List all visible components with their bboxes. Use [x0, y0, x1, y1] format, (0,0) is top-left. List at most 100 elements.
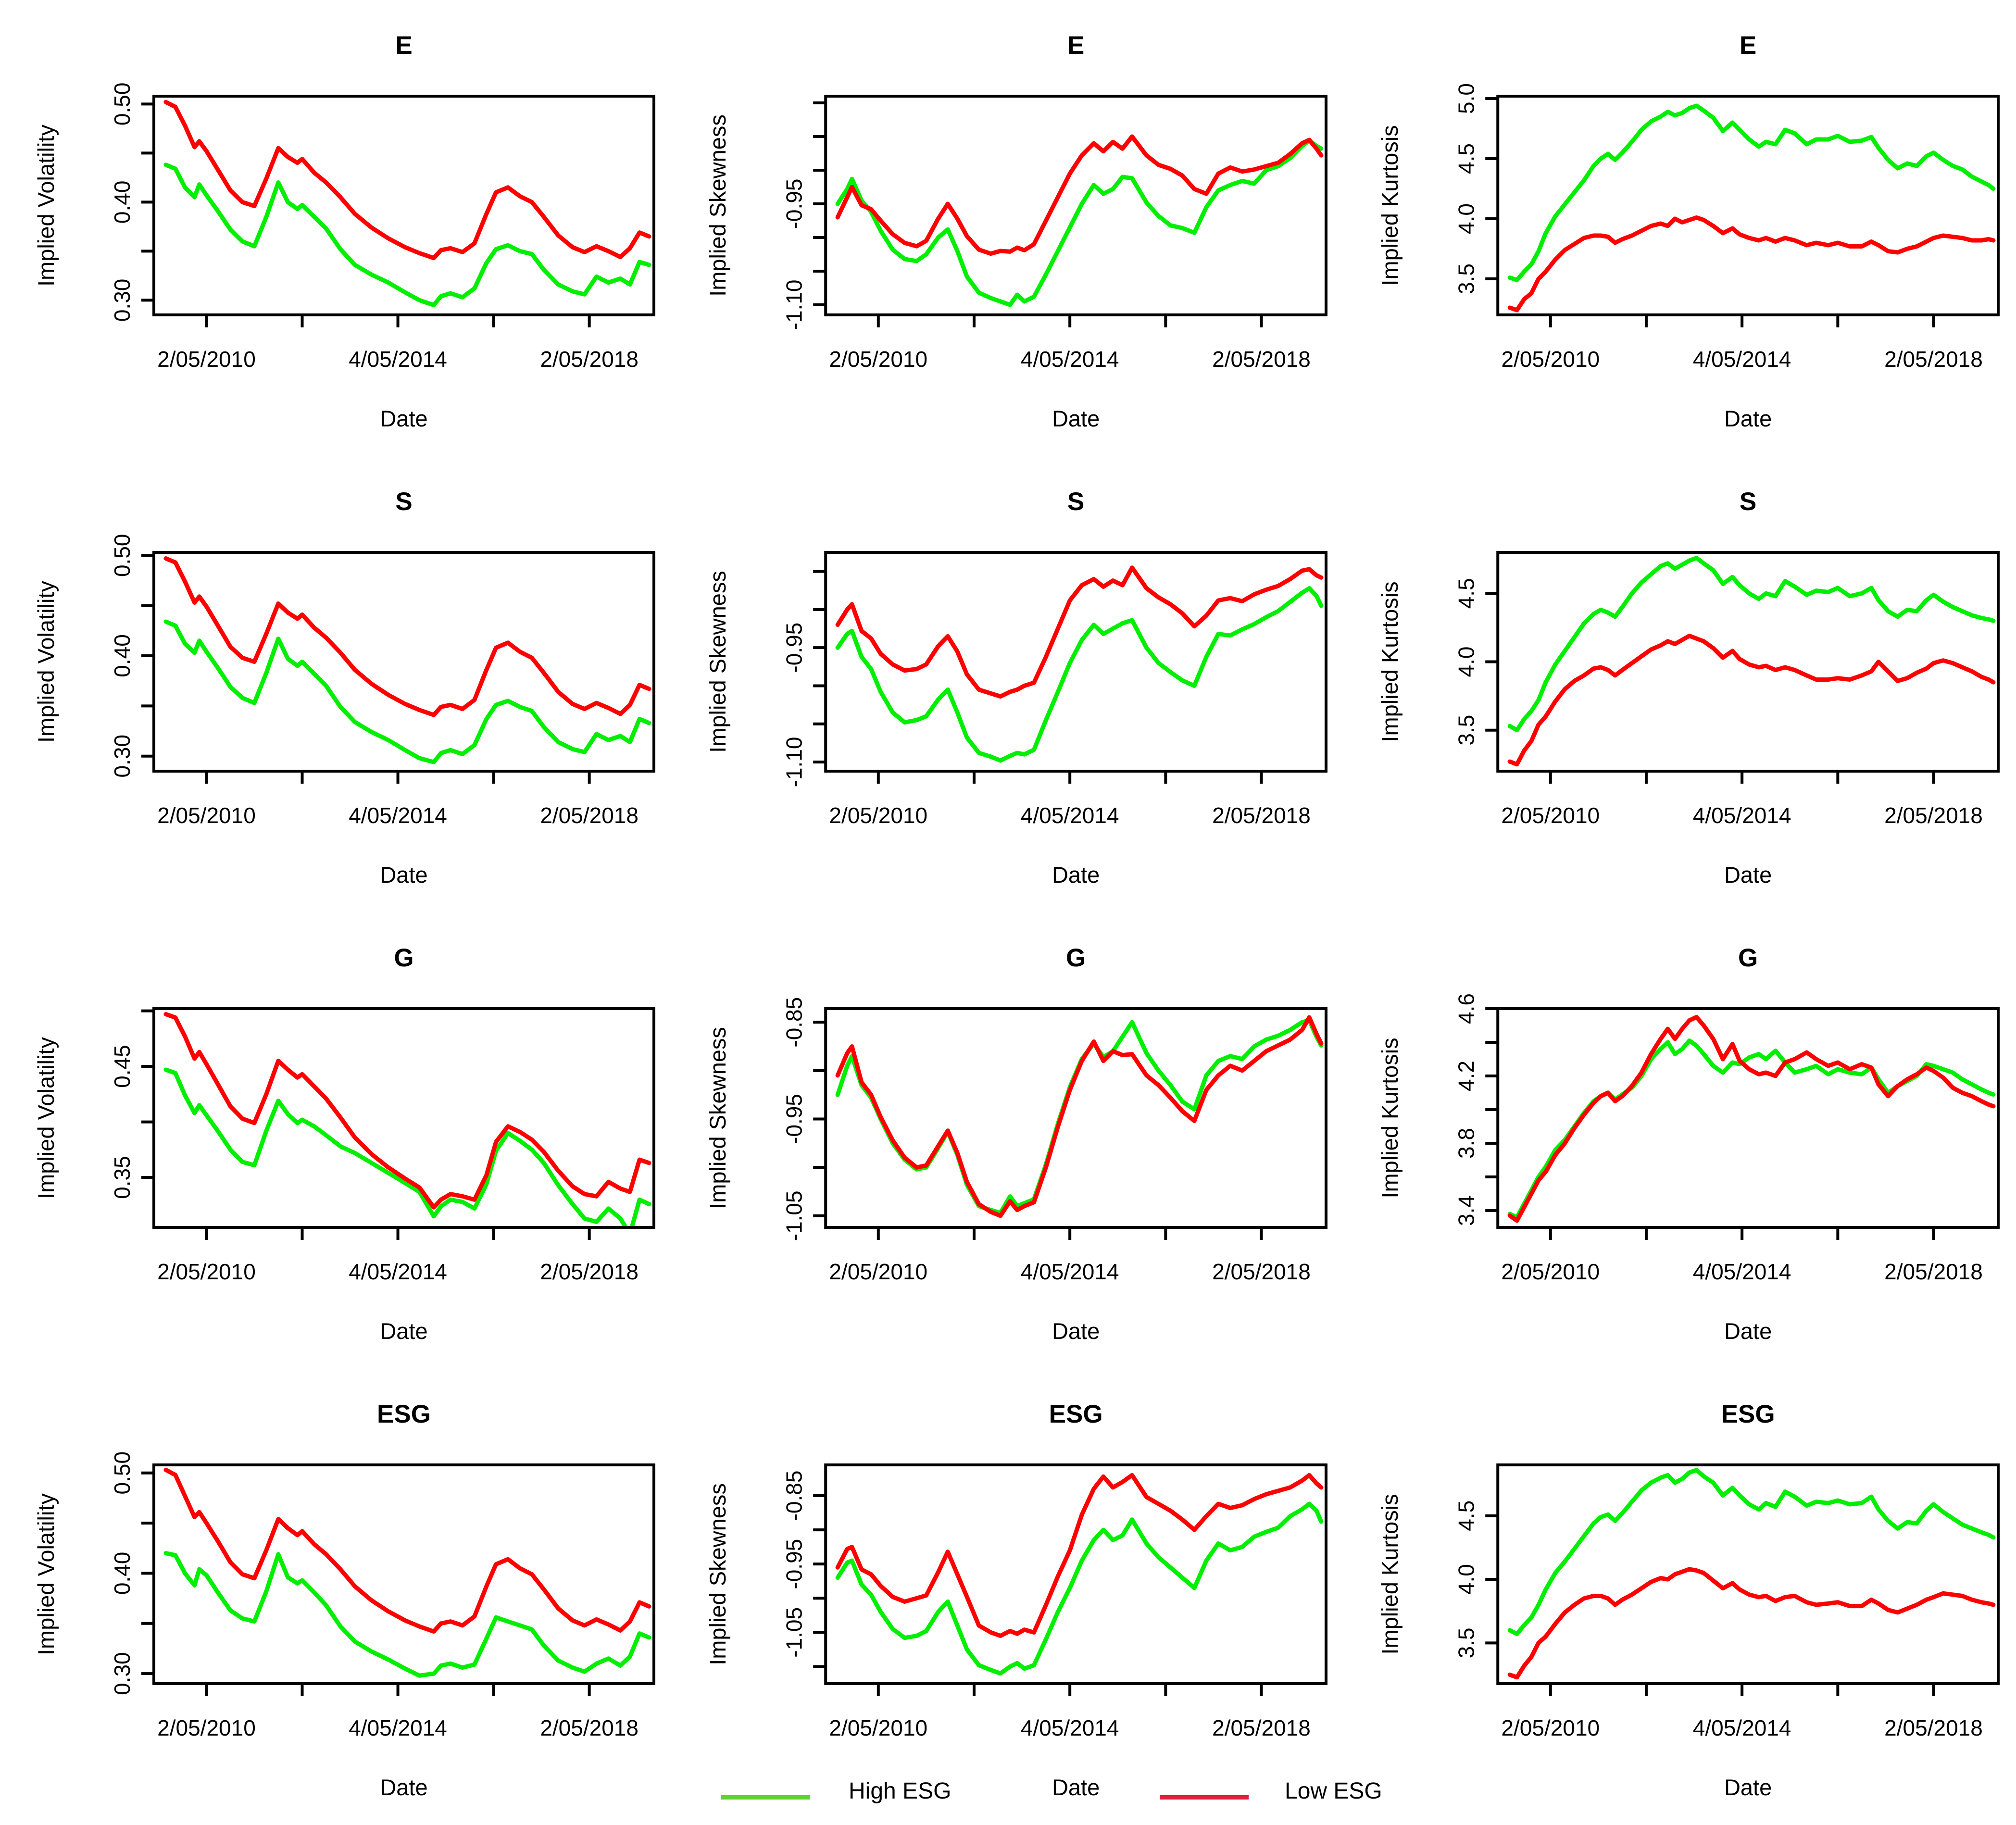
line-high-esg — [1507, 103, 1996, 282]
x-tick-label: 4/05/2014 — [349, 803, 447, 828]
x-tick-label: 2/05/2018 — [1212, 347, 1311, 372]
y-tick-label: 3.8 — [1453, 1128, 1478, 1159]
y-tick-label: 0.35 — [110, 1156, 135, 1199]
chart-esg-implied-skewness: ESG 2/05/2010 4/05/2014 2/05/2018 -1.05 -0.95… — [705, 1400, 1327, 1800]
y-tick-label: -0.95 — [781, 623, 806, 673]
x-axis-title: Date — [1052, 1775, 1100, 1800]
x-tick-label: 2/05/2018 — [540, 347, 639, 372]
legend: High ESG Low ESG — [0, 1773, 2016, 1816]
y-tick-label: -0.85 — [781, 1471, 806, 1521]
y-tick-label: -1.10 — [781, 737, 806, 788]
plot-box — [824, 1463, 1327, 1685]
y-tick-label: 0.50 — [110, 534, 135, 577]
plot-box — [824, 95, 1327, 316]
x-axis-title: Date — [1052, 1318, 1100, 1344]
x-axis-title: Date — [1052, 406, 1100, 431]
chart-e-implied-skewness: E 2/05/2010 4/05/2014 2/05/2018 -1.10 -0.95 Im… — [705, 31, 1327, 431]
y-tick-label: -0.95 — [781, 179, 806, 229]
line-high-esg — [835, 1018, 1324, 1215]
line-low-esg — [835, 1473, 1324, 1638]
line-low-esg — [163, 1467, 651, 1634]
y-axis-title: Implied Kurtosis — [1377, 125, 1402, 286]
chart-title: E — [1067, 31, 1084, 60]
x-tick-label: 2/05/2010 — [1501, 803, 1600, 828]
line-high-esg — [835, 1501, 1324, 1676]
line-high-esg — [1507, 1038, 1996, 1220]
y-tick-label: 0.30 — [110, 1652, 135, 1695]
chart-s-implied-kurtosis: S 2/05/2010 4/05/2014 2/05/2018 3.5 4.0 4.5 Imp… — [1377, 488, 2000, 888]
x-tick-label: 2/05/2010 — [157, 1259, 256, 1284]
x-tick-label: 4/05/2014 — [1021, 347, 1119, 372]
line-low-esg — [835, 1015, 1324, 1218]
x-tick-label: 2/05/2018 — [1884, 347, 1983, 372]
line-low-esg — [835, 565, 1324, 699]
x-tick-label: 2/05/2018 — [540, 1715, 639, 1740]
plot-box — [824, 551, 1327, 773]
line-high-esg — [163, 1067, 651, 1227]
chart-title: ESG — [1049, 1400, 1103, 1428]
x-tick-label: 2/05/2018 — [1212, 1259, 1311, 1284]
chart-esg-implied-kurtosis: ESG 2/05/2010 4/05/2014 2/05/2018 3.5 4.0 4.5 I… — [1377, 1400, 2000, 1800]
y-tick-label: -1.05 — [781, 1607, 806, 1658]
line-high-esg — [835, 586, 1324, 763]
plot-box — [152, 1007, 655, 1229]
x-axis-title: Date — [1052, 862, 1100, 888]
x-tick-label: 2/05/2018 — [540, 1259, 639, 1284]
y-axis-title: Implied Volatility — [33, 1037, 59, 1199]
x-tick-label: 4/05/2014 — [1693, 1715, 1791, 1740]
chart-s-implied-volatility: S 2/05/2010 4/05/2014 2/05/2018 0.30 0.40 0.50… — [33, 488, 655, 888]
x-tick-label: 4/05/2014 — [1021, 803, 1119, 828]
chart-title: S — [1740, 488, 1756, 516]
x-tick-label: 2/05/2010 — [1501, 1715, 1600, 1740]
y-tick-label: 4.0 — [1453, 1564, 1478, 1595]
x-tick-label: 2/05/2010 — [157, 803, 256, 828]
line-high-esg — [1507, 555, 1996, 733]
x-axis-title: Date — [1724, 1318, 1772, 1344]
line-low-esg — [163, 556, 651, 717]
line-low-esg — [1507, 1015, 1996, 1223]
y-tick-label: 0.30 — [110, 279, 135, 322]
line-high-esg — [163, 162, 651, 308]
x-tick-label: 4/05/2014 — [1021, 1259, 1119, 1284]
y-axis-title: Implied Kurtosis — [1377, 1494, 1402, 1654]
y-tick-label: -0.95 — [781, 1539, 806, 1589]
x-tick-label: 2/05/2018 — [1884, 803, 1983, 828]
x-tick-label: 2/05/2010 — [829, 803, 927, 828]
x-tick-label: 2/05/2018 — [1884, 1715, 1983, 1740]
plot-box — [1496, 95, 2000, 316]
x-tick-label: 2/05/2010 — [1501, 347, 1600, 372]
x-axis-title: Date — [380, 862, 427, 888]
x-tick-label: 4/05/2014 — [1693, 803, 1791, 828]
chart-title: S — [395, 488, 412, 516]
chart-title: E — [1740, 31, 1756, 60]
y-axis-title: Implied Kurtosis — [1377, 581, 1402, 742]
line-high-esg — [1507, 1468, 1996, 1637]
y-tick-label: 3.4 — [1453, 1195, 1478, 1226]
y-tick-label: 0.30 — [110, 735, 135, 778]
y-tick-label: 4.5 — [1453, 143, 1478, 174]
x-tick-label: 4/05/2014 — [349, 1259, 447, 1284]
y-axis-title: Implied Volatility — [33, 581, 59, 743]
x-axis-title: Date — [380, 406, 427, 431]
line-low-esg — [1507, 634, 1996, 767]
x-axis-title: Date — [1724, 862, 1772, 888]
x-tick-label: 2/05/2010 — [1501, 1259, 1600, 1284]
y-tick-label: 4.5 — [1453, 578, 1478, 609]
x-tick-label: 4/05/2014 — [1693, 1259, 1791, 1284]
y-tick-label: -1.05 — [781, 1190, 806, 1241]
chart-g-implied-kurtosis: G 2/05/2010 4/05/2014 2/05/2018 3.4 3.8 4.2 4.6… — [1377, 944, 2000, 1344]
chart-g-implied-skewness: G 2/05/2010 4/05/2014 2/05/2018 -1.05 -0.95 -0… — [705, 944, 1327, 1344]
x-tick-label: 2/05/2010 — [157, 347, 256, 372]
y-tick-label: -0.85 — [781, 997, 806, 1048]
plot-box — [152, 1463, 655, 1685]
y-tick-label: 0.40 — [110, 181, 135, 224]
y-tick-label: 5.0 — [1453, 83, 1478, 114]
x-tick-label: 4/05/2014 — [1693, 347, 1791, 372]
legend-label-low-esg: Low ESG — [1285, 1778, 1382, 1804]
y-tick-label: 3.5 — [1453, 263, 1478, 294]
y-tick-label: 3.5 — [1453, 715, 1478, 746]
chart-e-implied-volatility: E 2/05/2010 4/05/2014 2/05/2018 0.30 0.40 0.50… — [33, 31, 655, 431]
y-tick-label: 4.5 — [1453, 1500, 1478, 1531]
y-axis-title: Implied Volatility — [33, 1493, 59, 1655]
